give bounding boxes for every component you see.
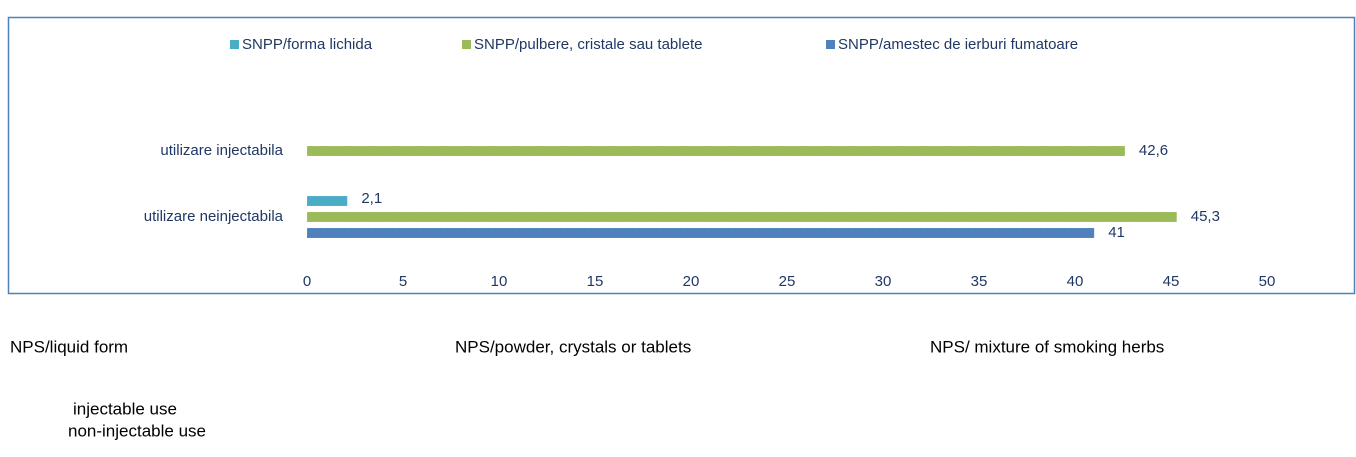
x-tick-label: 40 <box>1067 273 1084 290</box>
legend-swatch <box>462 40 471 49</box>
translation-text: NPS/powder, crystals or tablets <box>455 337 691 356</box>
bar <box>306 227 1095 239</box>
bar <box>306 145 1126 157</box>
x-tick-label: 50 <box>1259 273 1276 290</box>
value-label: 2,1 <box>361 190 382 207</box>
x-tick-label: 45 <box>1163 273 1180 290</box>
x-tick-label: 20 <box>683 273 700 290</box>
x-tick-label: 5 <box>399 273 407 290</box>
translation-text: NPS/liquid form <box>10 337 128 356</box>
x-tick-label: 10 <box>491 273 508 290</box>
x-tick-label: 25 <box>779 273 796 290</box>
legend-swatch <box>826 40 835 49</box>
legend-label: SNPP/forma lichida <box>242 36 373 53</box>
x-tick-label: 35 <box>971 273 988 290</box>
legend-label: SNPP/amestec de ierburi fumatoare <box>838 36 1078 53</box>
chart-frame <box>7 16 1356 295</box>
bar <box>306 211 1178 223</box>
legend-label: SNPP/pulbere, cristale sau tablete <box>474 36 702 53</box>
category-label: utilizare neinjectabila <box>144 208 284 225</box>
category-label: utilizare injectabila <box>160 142 283 159</box>
x-tick-label: 0 <box>303 273 311 290</box>
translation-text: NPS/ mixture of smoking herbs <box>930 337 1164 356</box>
translation-text: injectable use <box>73 399 177 418</box>
x-tick-label: 15 <box>587 273 604 290</box>
legend-swatch <box>230 40 239 49</box>
value-label: 41 <box>1108 224 1125 241</box>
value-label: 45,3 <box>1191 208 1220 225</box>
value-label: 42,6 <box>1139 142 1168 159</box>
x-tick-label: 30 <box>875 273 892 290</box>
translation-text: non-injectable use <box>68 421 206 440</box>
bar <box>306 195 348 207</box>
